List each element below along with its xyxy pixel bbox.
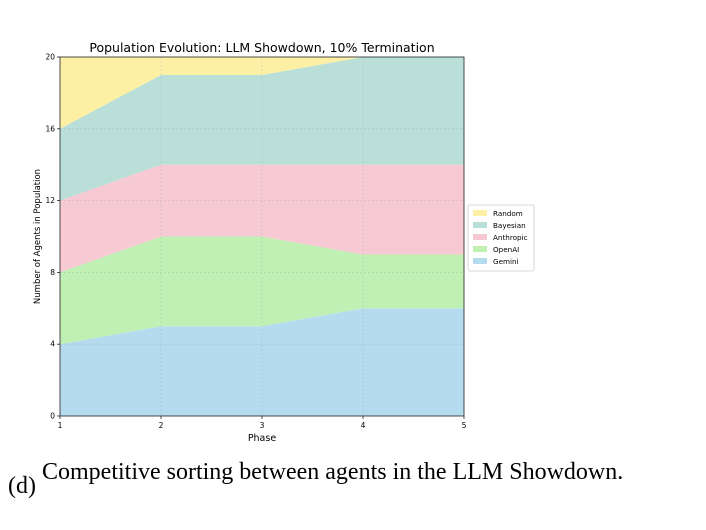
area-openai [60, 236, 464, 345]
area-gemini [60, 308, 464, 416]
y-tick-label: 0 [50, 412, 55, 421]
x-tick-label: 3 [260, 421, 265, 430]
legend-swatch-gemini [473, 258, 487, 264]
y-axis-label: Number of Agents in Population [33, 169, 43, 304]
legend-label-openai: OpenAI [493, 245, 519, 254]
y-tick-label: 12 [45, 196, 55, 205]
legend: Random Bayesian Anthropic OpenAI Gemini [467, 204, 535, 272]
y-tick-label: 8 [50, 268, 55, 277]
x-axis-label: Phase [248, 433, 277, 444]
area-anthropic [60, 164, 464, 273]
figure-caption: (d) Competitive sorting between agents i… [8, 458, 688, 500]
x-tick-label: 1 [58, 421, 63, 430]
y-tick-label: 20 [45, 53, 55, 62]
legend-label-random: Random [493, 209, 523, 218]
chart-title: Population Evolution: LLM Showdown, 10% … [89, 40, 434, 55]
x-tick-label: 4 [361, 421, 366, 430]
legend-label-bayesian: Bayesian [493, 221, 526, 230]
x-tick-label: 5 [462, 421, 467, 430]
legend-swatch-bayesian [473, 222, 487, 228]
legend-label-gemini: Gemini [493, 257, 519, 266]
legend-swatch-openai [473, 246, 487, 252]
legend-label-anthropic: Anthropic [493, 233, 528, 242]
caption-label: (d) [8, 473, 36, 499]
legend-box [467, 204, 535, 272]
legend-swatch-anthropic [473, 234, 487, 240]
legend-swatch-random [473, 210, 487, 216]
y-tick-label: 4 [50, 340, 55, 349]
x-tick-label: 2 [159, 421, 164, 430]
caption-text: Competitive sorting between agents in th… [41, 459, 624, 485]
y-tick-label: 16 [45, 124, 55, 133]
area-random [60, 57, 464, 129]
